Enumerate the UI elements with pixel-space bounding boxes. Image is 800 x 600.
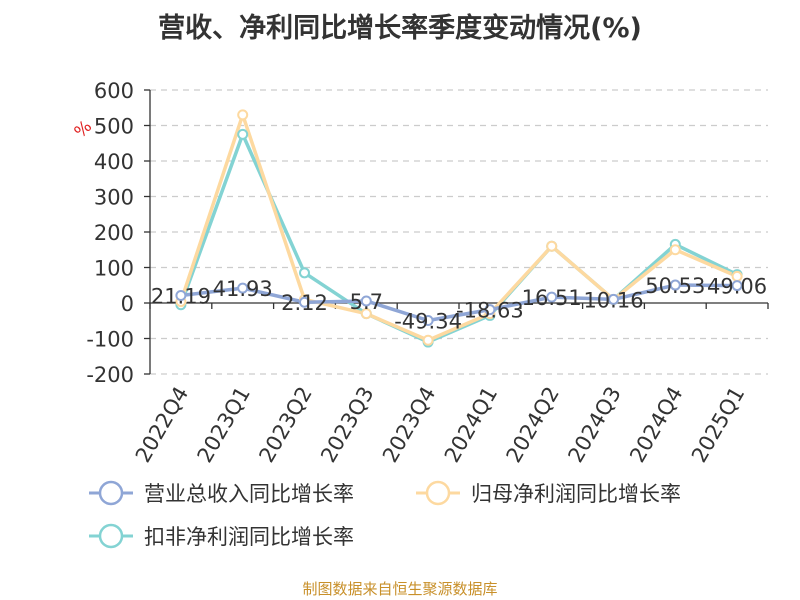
x-tick-label: 2023Q3	[316, 383, 378, 467]
data-label-revenue: 50.53	[645, 274, 705, 298]
data-point-revenue	[422, 315, 434, 327]
data-point-revenue	[175, 289, 187, 301]
x-tick-label: 2025Q1	[687, 383, 749, 467]
series-lines	[179, 113, 738, 344]
legend-marker-net-profit	[416, 480, 460, 506]
data-label-revenue: -49.34	[394, 310, 462, 334]
series-line-revenue	[180, 283, 738, 323]
data-label-revenue: 16.51	[522, 286, 582, 310]
legend-label-revenue: 营业总收入同比增长率	[144, 482, 354, 506]
y-tick-label: -200	[86, 363, 134, 387]
chart-source-note: 制图数据来自恒生聚源数据库	[302, 580, 498, 598]
data-point-revenue	[608, 293, 619, 305]
data-point-revenue	[360, 295, 372, 307]
data-point-net-profit	[237, 109, 249, 121]
y-tick-label: 0	[121, 292, 134, 316]
data-point-deducted-net-profit	[237, 128, 249, 140]
legend-item-revenue[interactable]: 营业总收入同比增长率	[88, 478, 354, 508]
chart-title: 营收、净利同比增长率季度变动情况(%)	[158, 13, 642, 44]
data-point-net-profit	[669, 244, 681, 256]
data-label-revenue: 5.7	[350, 290, 383, 314]
y-unit-label: %	[71, 117, 97, 143]
data-label-revenue: 21.19	[151, 284, 211, 308]
data-point-revenue	[484, 304, 496, 316]
x-tick-label: 2024Q4	[625, 383, 687, 467]
data-point-revenue	[546, 291, 558, 303]
x-tick-label: 2022Q4	[131, 383, 193, 467]
legend-marker-deducted-net-profit	[89, 523, 133, 549]
y-tick-label: 400	[94, 150, 134, 174]
data-point-revenue	[299, 296, 310, 308]
legend-label-deducted-net-profit: 扣非净利润同比增长率	[144, 525, 354, 549]
y-tick-label: 200	[94, 221, 134, 245]
x-tick-label: 2023Q1	[193, 383, 255, 467]
data-label-revenue: 41.93	[213, 277, 273, 301]
y-tick-labels: -200 -100 0 100 200 300 400 500 600	[86, 79, 134, 387]
data-points	[175, 109, 743, 348]
x-tick-label: 2023Q4	[378, 382, 440, 466]
data-label-revenue: 10.16	[583, 288, 643, 312]
data-label-revenue: 49.06	[707, 275, 767, 299]
legend-label-net-profit: 归母净利润同比增长率	[471, 482, 681, 506]
data-point-deducted-net-profit	[299, 267, 310, 279]
data-point-revenue	[669, 279, 681, 291]
data-point-revenue	[237, 282, 249, 294]
data-point-net-profit	[360, 308, 372, 320]
data-label-revenue: -18.63	[456, 299, 524, 323]
series-line-net-profit	[179, 113, 738, 343]
x-tick-label: 2023Q2	[254, 383, 316, 467]
data-point-revenue	[731, 280, 743, 292]
x-tick-label: 2024Q1	[440, 383, 502, 467]
legend-item-net-profit[interactable]: 归母净利润同比增长率	[415, 478, 681, 508]
y-tick-label: 100	[94, 257, 134, 281]
y-tick-label: 600	[94, 79, 134, 103]
y-tick-label: 300	[94, 186, 134, 210]
data-point-net-profit	[546, 240, 558, 252]
y-tick-label: 500	[94, 115, 134, 139]
data-point-net-profit	[422, 334, 434, 346]
legend-item-deducted-net-profit[interactable]: 扣非净利润同比增长率	[88, 521, 354, 551]
y-tick-label: -100	[86, 328, 134, 352]
x-tick-labels: 2022Q4 2023Q1 2023Q2 2023Q3 2023Q4 2024Q1 2024…	[131, 382, 750, 466]
legend-marker-revenue	[89, 480, 133, 506]
x-tick-label: 2024Q3	[563, 383, 625, 467]
data-label-revenue: 2.12	[281, 291, 328, 315]
x-tick-label: 2024Q2	[502, 383, 564, 467]
